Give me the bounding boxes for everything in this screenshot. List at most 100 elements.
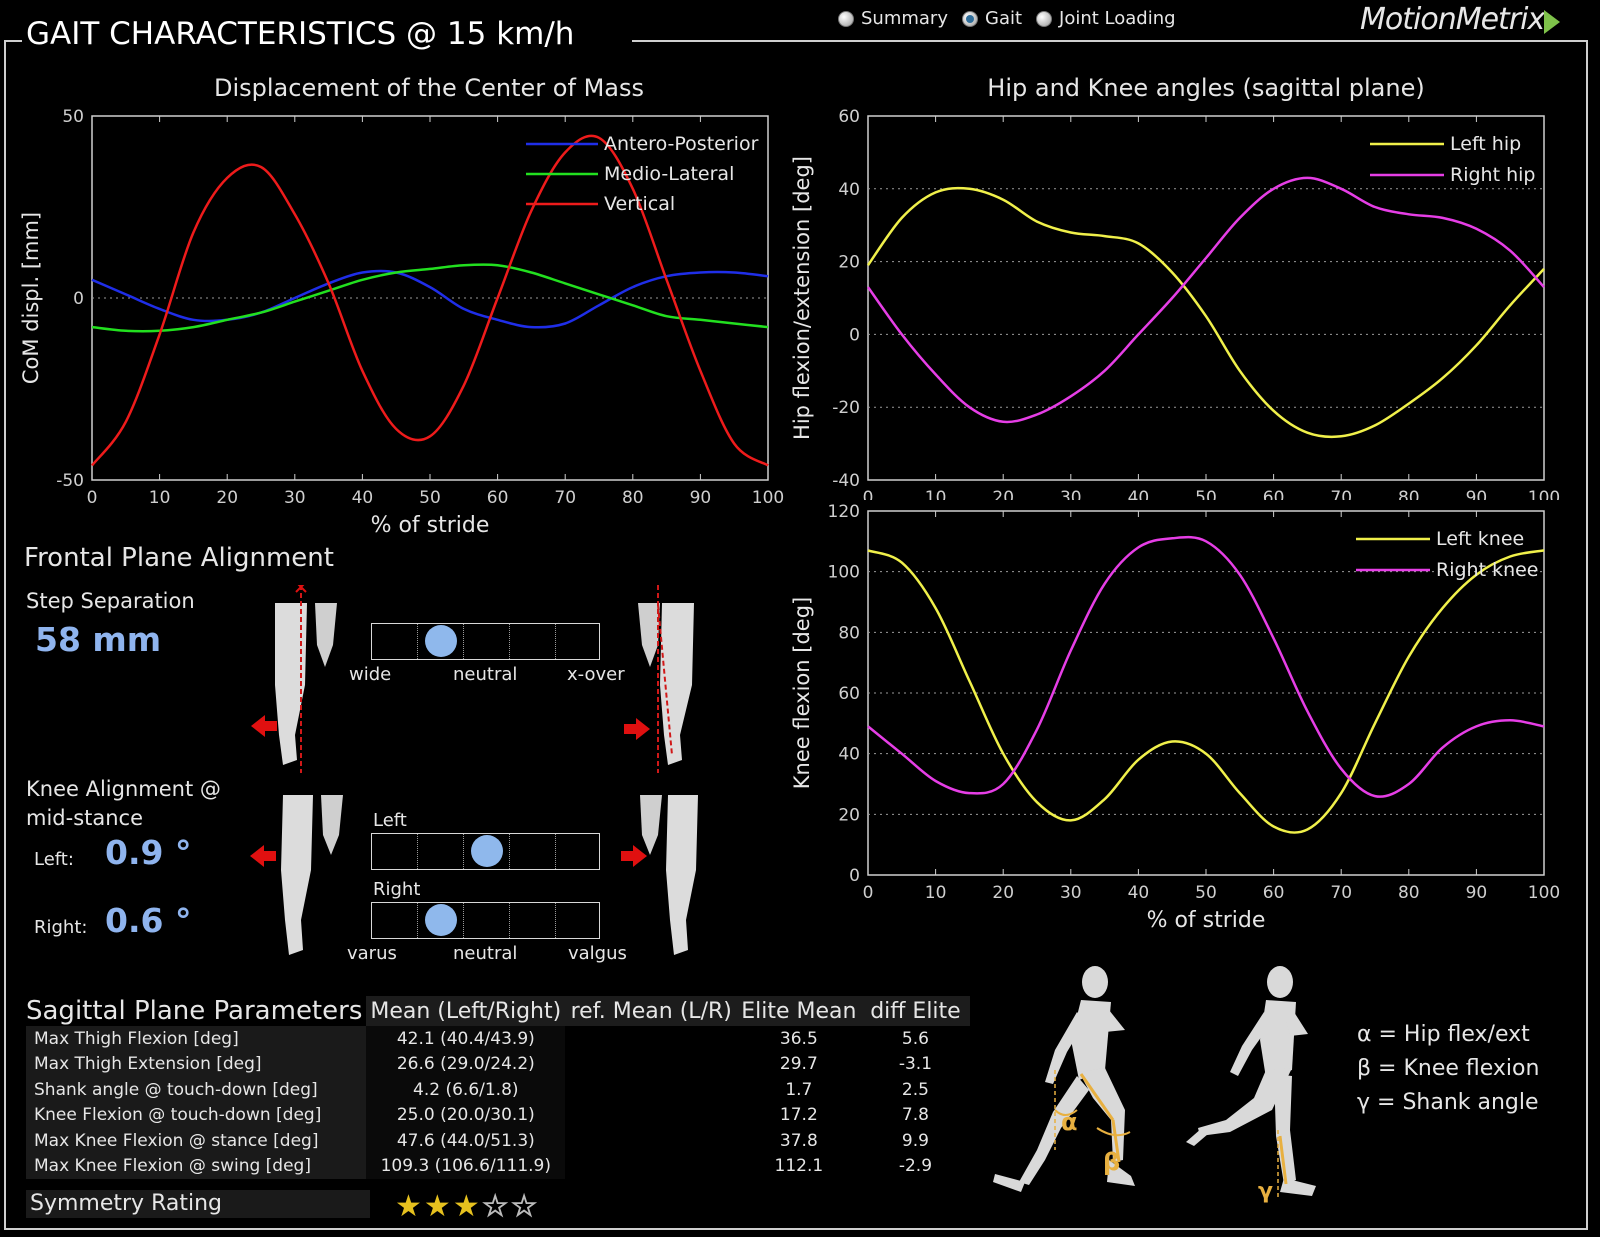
- radio-joint-loading[interactable]: Joint Loading: [1036, 8, 1176, 29]
- x-tick-label: 70: [554, 488, 576, 508]
- scale-tick: [417, 834, 418, 869]
- series-line-left-knee: [867, 549, 1545, 834]
- knee-left-bar-label: Left: [373, 810, 407, 831]
- y-tick-label: 0: [849, 325, 860, 345]
- x-axis-label: % of stride: [371, 513, 490, 538]
- y-tick-label: 100: [828, 563, 860, 583]
- y-tick-label: 80: [838, 623, 860, 643]
- x-tick-label: 40: [352, 488, 374, 508]
- alpha-symbol: α: [1061, 1108, 1078, 1136]
- legend-label: Antero-Posterior: [604, 133, 759, 155]
- scale-label-x-over: x-over: [567, 664, 625, 685]
- y-tick-label: -20: [832, 398, 860, 418]
- legend-label: Right knee: [1436, 559, 1539, 581]
- leg-valgus-icon: [640, 795, 698, 955]
- star-filled-icon: ★: [423, 1189, 453, 1224]
- x-tick-label: 0: [87, 488, 98, 508]
- scale-label-wide: wide: [349, 664, 392, 685]
- knee-right-indicator: [424, 904, 457, 936]
- x-tick-label: 100: [1528, 488, 1560, 500]
- main-frame: [4, 40, 1588, 1230]
- x-tick-label: 40: [1128, 883, 1150, 903]
- scale-tick: [555, 903, 556, 938]
- knee-right-scale: [371, 902, 600, 939]
- knee-left-value: 0.9 °: [105, 833, 192, 872]
- radio-label: Joint Loading: [1059, 8, 1176, 29]
- param-ref: [565, 1026, 737, 1052]
- scale-tick: [509, 624, 510, 659]
- arrow-left-icon: [250, 845, 264, 867]
- param-name: Knee Flexion @ touch-down [deg]: [26, 1102, 367, 1128]
- table-row: Max Knee Flexion @ stance [deg] 47.6 (44.…: [26, 1128, 970, 1154]
- y-tick-label: 60: [838, 107, 860, 127]
- scale-label-valgus: valgus: [568, 943, 627, 964]
- param-elite: 29.7: [779, 1054, 818, 1075]
- x-tick-label: 100: [752, 488, 784, 508]
- param-mean: 4.2 (6.6/1.8): [366, 1077, 566, 1103]
- series-line-medio-lateral: [91, 263, 769, 333]
- star-empty-icon: ☆: [481, 1189, 511, 1225]
- table-row: Max Thigh Extension [deg] 26.6 (29.0/24.2…: [26, 1051, 970, 1077]
- x-tick-label: 20: [216, 488, 238, 508]
- knee-right-bar-label: Right: [373, 879, 421, 900]
- column-header: Elite Mean: [737, 996, 861, 1026]
- radio-button-icon[interactable]: [1036, 10, 1053, 27]
- param-diff: -3.1: [898, 1054, 933, 1075]
- knee-left-scale: [371, 833, 600, 870]
- plot-area: [867, 115, 1545, 481]
- table-row: Knee Flexion @ touch-down [deg] 25.0 (20.…: [26, 1102, 970, 1128]
- param-diff: 2.5: [901, 1079, 929, 1100]
- x-tick-label: 60: [1263, 488, 1285, 500]
- leg-x-over-icon: [638, 585, 694, 773]
- star-filled-icon: ★: [452, 1189, 482, 1224]
- radio-summary[interactable]: Summary: [838, 8, 948, 29]
- param-mean: 47.6 (44.0/51.3): [366, 1128, 566, 1154]
- brand-arrow-icon: [1544, 10, 1560, 34]
- step-separation-scale: [371, 623, 600, 660]
- sagittal-title: Sagittal Plane Parameters: [26, 996, 367, 1026]
- radio-button-selected-icon[interactable]: [962, 10, 978, 27]
- runner-shank-figure: γ: [1186, 966, 1316, 1204]
- star-empty-icon: ☆: [510, 1189, 540, 1225]
- table-header-row: Sagittal Plane Parameters Mean (Left/Rig…: [26, 996, 971, 1026]
- arrow-left-icon: [251, 715, 265, 737]
- radio-button-icon[interactable]: [838, 10, 854, 27]
- param-name: Max Knee Flexion @ swing [deg]: [26, 1153, 367, 1179]
- legend-label: Left hip: [1450, 133, 1521, 155]
- y-tick-label: -50: [56, 471, 84, 491]
- table-row: Shank angle @ touch-down [deg] 4.2 (6.6/1…: [26, 1077, 970, 1103]
- hip-chart: -40 -20 0 20 40 60 0 10 20 30 40 50 60 70 80 90 100 Left …: [790, 107, 1560, 500]
- knee-alignment-sublabel: mid-stance: [26, 806, 144, 830]
- leg-wide-icon: [275, 585, 337, 773]
- legend-label: Vertical: [604, 193, 675, 215]
- page-title: GAIT CHARACTERISTICS @ 15 km/h: [26, 16, 575, 52]
- scale-label-varus: varus: [347, 943, 397, 964]
- table-row: Max Thigh Flexion [deg] 42.1 (40.4/43.9) 3…: [26, 1026, 970, 1052]
- param-elite: 1.7: [785, 1079, 813, 1100]
- scale-tick: [463, 834, 464, 869]
- x-tick-label: 80: [622, 488, 644, 508]
- view-selector: Summary Gait Joint Loading: [838, 8, 1176, 29]
- param-mean: 109.3 (106.6/111.9): [366, 1153, 566, 1179]
- param-elite: 112.1: [774, 1156, 824, 1177]
- radio-gait[interactable]: Gait: [962, 8, 1022, 29]
- star-filled-icon: ★: [395, 1189, 424, 1224]
- param-name: Max Thigh Flexion [deg]: [26, 1026, 367, 1052]
- knee-right-value: 0.6 °: [105, 901, 192, 940]
- symmetry-rating-label: Symmetry Rating: [26, 1190, 370, 1218]
- param-ref: [565, 1077, 737, 1103]
- legend-alpha: α = Hip flex/ext: [1357, 1022, 1530, 1047]
- table-row: Max Knee Flexion @ swing [deg] 109.3 (106…: [26, 1153, 970, 1179]
- param-mean: 26.6 (29.0/24.2): [366, 1051, 566, 1077]
- y-tick-label: 60: [838, 684, 860, 704]
- knee-right-label: Right:: [34, 917, 88, 938]
- x-tick-label: 90: [1466, 488, 1488, 500]
- x-tick-label: 60: [487, 488, 509, 508]
- param-name: Max Knee Flexion @ stance [deg]: [26, 1128, 367, 1154]
- x-tick-label: 40: [1128, 488, 1150, 500]
- series-line-left-hip: [866, 186, 1545, 439]
- scale-tick: [509, 903, 510, 938]
- param-elite: 36.5: [779, 1028, 818, 1049]
- step-separation-label: Step Separation: [26, 589, 195, 613]
